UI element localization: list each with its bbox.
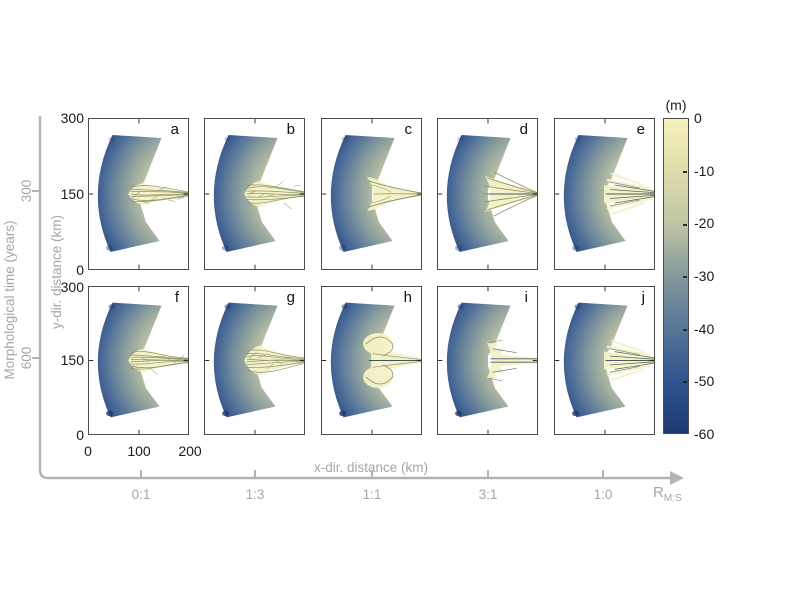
x-axis-label: x-dir. distance (km) [313, 460, 429, 475]
y-tick-r2-150: 150 [60, 352, 84, 368]
panel-letter: j [641, 289, 645, 306]
y-tick-r2-300: 300 [60, 279, 84, 295]
cb-tick-30: -30 [694, 268, 715, 284]
cb-tick-0: 0 [694, 110, 702, 126]
panel-c: c [321, 118, 422, 270]
ratio-tick-1-3: 1:3 [245, 487, 265, 502]
colorbar-title: (m) [665, 97, 687, 113]
panel-i: i [437, 286, 538, 435]
cb-tick-50: -50 [694, 373, 715, 389]
colorbar-tickmark [683, 224, 687, 226]
colorbar-tickmark [683, 381, 687, 383]
cb-tick-60: -60 [694, 426, 715, 442]
y-tick-r1-0: 0 [76, 262, 84, 278]
panel-b: b [204, 118, 305, 270]
x-tick-100: 100 [127, 443, 151, 459]
colorbar-tickmark [683, 171, 687, 173]
panel-letter: d [519, 121, 528, 138]
panel-h: h [321, 286, 422, 435]
panel-e: e [554, 118, 655, 270]
cb-tick-40: -40 [694, 321, 715, 337]
panel-j: j [554, 286, 655, 435]
ratio-axis-label-sub: M:S [663, 493, 682, 504]
ratio-axis-arrow-icon [670, 471, 684, 485]
ratio-tick-3-1: 3:1 [478, 487, 498, 502]
panel-letter: c [404, 121, 413, 138]
cb-tick-20: -20 [694, 215, 715, 231]
colorbar [663, 118, 689, 434]
ratio-axis-label-base: R [653, 484, 664, 501]
panel-letter: h [403, 289, 412, 306]
time-tick-300: 300 [19, 179, 34, 203]
ratio-tick-1-0: 1:0 [593, 487, 613, 502]
panel-letter: e [636, 121, 645, 138]
ratio-tick-1-1: 1:1 [362, 487, 382, 502]
panel-g: g [204, 286, 305, 435]
panel-f: f [88, 286, 189, 435]
colorbar-tickmark [683, 329, 687, 331]
panel-a: a [88, 118, 189, 270]
colorbar-tickmark [683, 276, 687, 278]
y-tick-r2-0: 0 [76, 427, 84, 443]
panel-letter: f [174, 289, 179, 306]
x-tick-0: 0 [84, 443, 92, 459]
time-axis-ticks [32, 190, 40, 359]
time-axis-label: Morphological time (years) [2, 220, 17, 380]
panel-letter: a [170, 121, 179, 138]
panel-letter: g [286, 289, 295, 306]
cb-tick-10: -10 [694, 163, 715, 179]
ratio-tick-0-1: 0:1 [131, 487, 151, 502]
y-tick-r1-300: 300 [60, 110, 84, 126]
x-tick-200: 200 [178, 443, 202, 459]
y-tick-r1-150: 150 [60, 186, 84, 202]
panel-letter: i [524, 289, 528, 306]
panel-d: d [437, 118, 538, 270]
time-tick-600: 600 [19, 346, 34, 370]
ratio-axis-label: RM:S [653, 485, 682, 507]
panel-letter: b [286, 121, 295, 138]
